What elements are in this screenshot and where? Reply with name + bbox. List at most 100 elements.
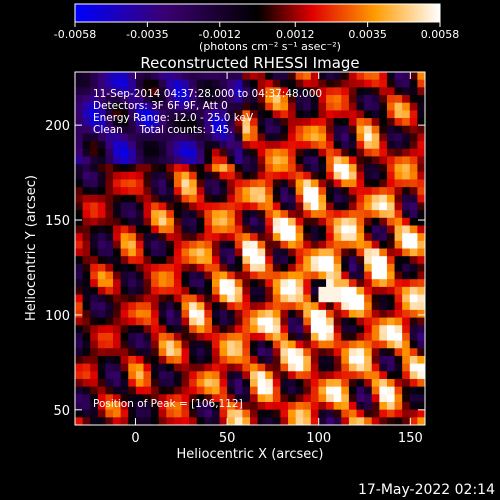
heatmap-cell xyxy=(333,217,342,226)
heatmap-cell xyxy=(417,72,426,81)
heatmap-cell xyxy=(364,87,373,96)
heatmap-cell xyxy=(189,317,198,326)
heatmap-cell xyxy=(151,217,160,226)
heatmap-cell xyxy=(219,409,228,418)
heatmap-cell xyxy=(272,363,281,372)
heatmap-cell xyxy=(348,187,358,196)
heatmap-cell xyxy=(303,355,312,365)
heatmap-cell xyxy=(120,317,129,326)
heatmap-cell xyxy=(409,363,418,372)
heatmap-cell xyxy=(371,118,380,127)
heatmap-cell xyxy=(166,263,175,273)
heatmap-cell xyxy=(280,279,289,288)
heatmap-cell xyxy=(204,187,213,196)
heatmap-cell xyxy=(371,79,380,88)
heatmap-cell xyxy=(181,371,190,380)
heatmap-cell xyxy=(173,371,183,380)
heatmap-cell xyxy=(272,256,281,265)
heatmap-cell xyxy=(219,225,228,234)
heatmap-cell xyxy=(257,233,266,242)
heatmap-cell xyxy=(386,248,396,257)
heatmap-cell xyxy=(295,271,304,280)
heatmap-cell xyxy=(181,417,190,426)
heatmap-cell xyxy=(166,309,175,319)
heatmap-cell xyxy=(97,87,106,96)
heatmap-cell xyxy=(341,394,350,403)
heatmap-cell xyxy=(75,355,84,365)
heatmap-cell xyxy=(265,148,274,157)
heatmap-cell xyxy=(326,363,335,372)
heatmap-cell xyxy=(394,417,403,426)
heatmap-cell xyxy=(204,164,213,173)
heatmap-cell xyxy=(234,378,243,388)
heatmap-cell xyxy=(379,256,388,265)
heatmap-cell xyxy=(158,401,167,411)
heatmap-cell xyxy=(82,210,91,219)
heatmap-cell xyxy=(82,409,91,418)
heatmap-cell xyxy=(303,263,312,273)
heatmap-cell xyxy=(288,240,297,249)
heatmap-cell xyxy=(105,371,114,380)
heatmap-cell xyxy=(173,409,183,418)
heatmap-cell xyxy=(211,340,221,349)
heatmap-cell xyxy=(113,95,122,104)
heatmap-cell xyxy=(409,102,418,111)
heatmap-cell xyxy=(272,355,281,365)
heatmap-cell xyxy=(204,302,213,311)
heatmap-cell xyxy=(364,217,373,226)
heatmap-cell xyxy=(97,210,106,219)
heatmap-cell xyxy=(90,417,99,426)
heatmap-cell xyxy=(120,187,129,196)
heatmap-cell xyxy=(288,348,297,357)
heatmap-cell xyxy=(219,271,228,280)
heatmap-cell xyxy=(409,148,418,157)
heatmap-cell xyxy=(113,79,122,88)
heatmap-cell xyxy=(257,125,266,134)
heatmap-cell xyxy=(409,110,418,119)
heatmap-cell xyxy=(318,386,327,395)
heatmap-cell xyxy=(250,210,259,219)
heatmap-cell xyxy=(227,95,236,104)
heatmap-cell xyxy=(303,171,312,180)
heatmap-cell xyxy=(288,386,297,395)
colorbar-ticks: -0.0058 -0.0035 -0.0012 0.0012 0.0035 0.0058 xyxy=(54,22,459,41)
heatmap-cell xyxy=(143,309,152,319)
heatmap-cell xyxy=(166,302,175,311)
heatmap-cell xyxy=(348,240,358,249)
heatmap-cell xyxy=(173,279,183,288)
heatmap-cell xyxy=(318,233,327,242)
heatmap-cell xyxy=(105,240,114,249)
heatmap-cell xyxy=(181,79,190,88)
heatmap-cell xyxy=(257,401,266,411)
heatmap-cell xyxy=(242,95,251,104)
heatmap-cell xyxy=(242,118,251,127)
heatmap-cell xyxy=(82,125,91,134)
heatmap-cell xyxy=(288,187,297,196)
heatmap-cell xyxy=(318,202,327,211)
heatmap-cell xyxy=(90,171,99,180)
heatmap-cell xyxy=(105,348,114,357)
heatmap-cell xyxy=(280,240,289,249)
heatmap-cell xyxy=(318,79,327,88)
heatmap-cell xyxy=(257,263,266,273)
heatmap-cell xyxy=(333,110,342,119)
heatmap-cell xyxy=(181,148,190,157)
heatmap-cell xyxy=(394,263,403,273)
heatmap-cell xyxy=(250,256,259,265)
heatmap-cell xyxy=(265,271,274,280)
heatmap-cell xyxy=(341,340,350,349)
heatmap-cell xyxy=(128,95,137,104)
heatmap-cell xyxy=(181,164,190,173)
heatmap-cell xyxy=(386,332,396,342)
heatmap-cell xyxy=(135,217,144,226)
heatmap-cell xyxy=(272,118,281,127)
heatmap-cell xyxy=(402,179,411,188)
heatmap-cell xyxy=(379,95,388,104)
heatmap-cell xyxy=(303,309,312,319)
heatmap-cell xyxy=(234,217,243,226)
heatmap-cell xyxy=(227,401,236,411)
heatmap-cell xyxy=(379,279,388,288)
heatmap-cell xyxy=(128,263,137,273)
heatmap-cell xyxy=(128,309,137,319)
heatmap-cell xyxy=(135,72,144,81)
